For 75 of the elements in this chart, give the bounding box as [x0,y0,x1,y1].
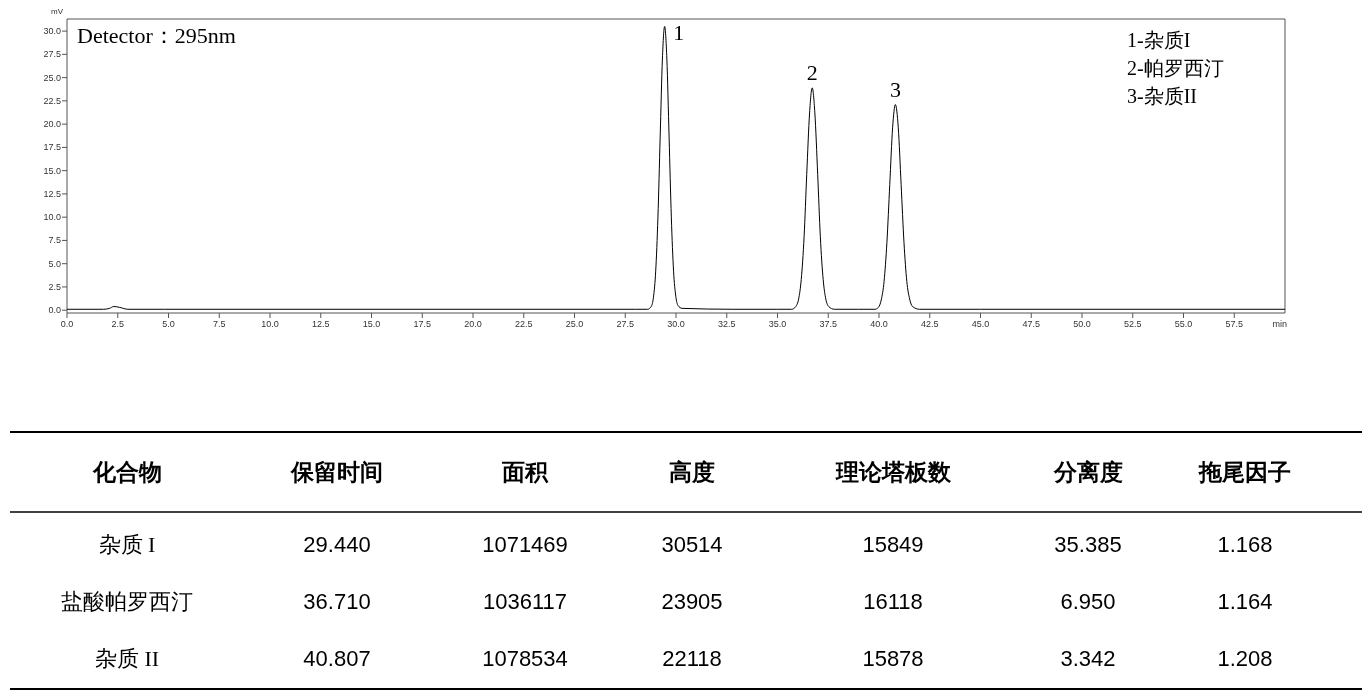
category-label: 化合物 [91,459,162,485]
line-series [66,25,1286,310]
category-label: 高度 [669,459,715,485]
x-tick-label: 45.0 [971,319,990,329]
x-tick-label: 47.5 [1022,319,1041,329]
text: 23905 [661,589,723,614]
text: 盐酸帕罗西汀 [61,589,193,614]
annotation: 2 [806,59,818,85]
y-tick-label: 10.0 [43,212,61,223]
text: 16118 [863,589,923,614]
x-tick-label: 12.5 [311,319,330,329]
x-tick-label: 57.5 [1225,319,1244,329]
text: 1078534 [482,646,568,671]
annotation: 1 [673,20,685,46]
y-tick-label: 17.5 [43,142,61,153]
x-tick-label: 20.0 [464,319,482,329]
x-tick-label: 7.5 [212,319,226,329]
x-tick-label: 52.5 [1123,319,1142,329]
category-label: 保留时间 [290,459,383,485]
x-tick-label: 30.0 [667,319,685,329]
text: 40.807 [303,646,371,671]
annotation: 3 [889,76,901,102]
x-tick-label: 15.0 [362,319,381,329]
text: 1071469 [482,532,568,557]
x-tick-label: 22.5 [514,319,533,329]
x-tick-label: 27.5 [616,319,635,329]
annotation: 3-杂质II [1127,85,1197,107]
category-label: 理论塔板数 [834,459,952,485]
text: 1.168 [1217,532,1273,557]
x-tick-label: 32.5 [717,319,736,329]
x-tick-label: 55.0 [1174,319,1193,329]
text: 15878 [862,646,924,671]
y-tick-label: 30.0 [43,26,61,37]
text: 杂质 II [94,646,160,671]
text: 1036117 [482,589,568,614]
y-tick-label: 7.5 [48,235,61,246]
x-tick-label: 42.5 [920,319,939,329]
text: 1.164 [1217,589,1273,614]
text: 36.710 [303,589,371,614]
x-tick-label: 40.0 [870,319,888,329]
text: 15849 [862,532,924,557]
x-tick-label: 35.0 [768,319,787,329]
category-label: 面积 [501,459,549,485]
x-tick-label: 25.0 [565,319,584,329]
annotation: Detector：295nm [77,23,236,48]
text: 29.440 [303,532,371,557]
category-label: 拖尾因子 [1198,459,1291,485]
category-label: 分离度 [1052,459,1123,485]
y-tick-label: 15.0 [43,165,61,176]
text: 30514 [661,532,723,557]
text: 1.208 [1217,646,1273,671]
y-tick-label: 12.5 [43,188,61,199]
x-tick-label: 37.5 [819,319,838,329]
y-tick-label: 27.5 [43,49,61,60]
text: 22118 [662,646,722,671]
y-tick-label: 25.0 [43,72,61,83]
y-tick-label: 2.5 [48,281,61,292]
annotation: 2-帕罗西汀 [1127,57,1224,79]
annotation: 1-杂质I [1127,29,1191,51]
x-tick-label: 10.0 [261,319,279,329]
y-tick-label: 0.0 [48,305,61,316]
x-tick-label: 5.0 [162,319,175,329]
x-axis-title: min [1272,319,1287,329]
y-tick-label: 20.0 [43,119,61,130]
y-tick-label: 5.0 [48,258,61,269]
x-tick-label: 0.0 [60,319,74,329]
text: 35.385 [1054,532,1122,557]
text: 3.342 [1060,646,1116,671]
x-tick-label: 50.0 [1073,319,1091,329]
y-tick-label: 22.5 [43,95,61,106]
x-tick-label: 2.5 [111,319,125,329]
text: 6.950 [1060,589,1116,614]
y-axis-title: mV [51,7,64,16]
text: 杂质 I [98,532,156,557]
x-tick-label: 17.5 [413,319,432,329]
